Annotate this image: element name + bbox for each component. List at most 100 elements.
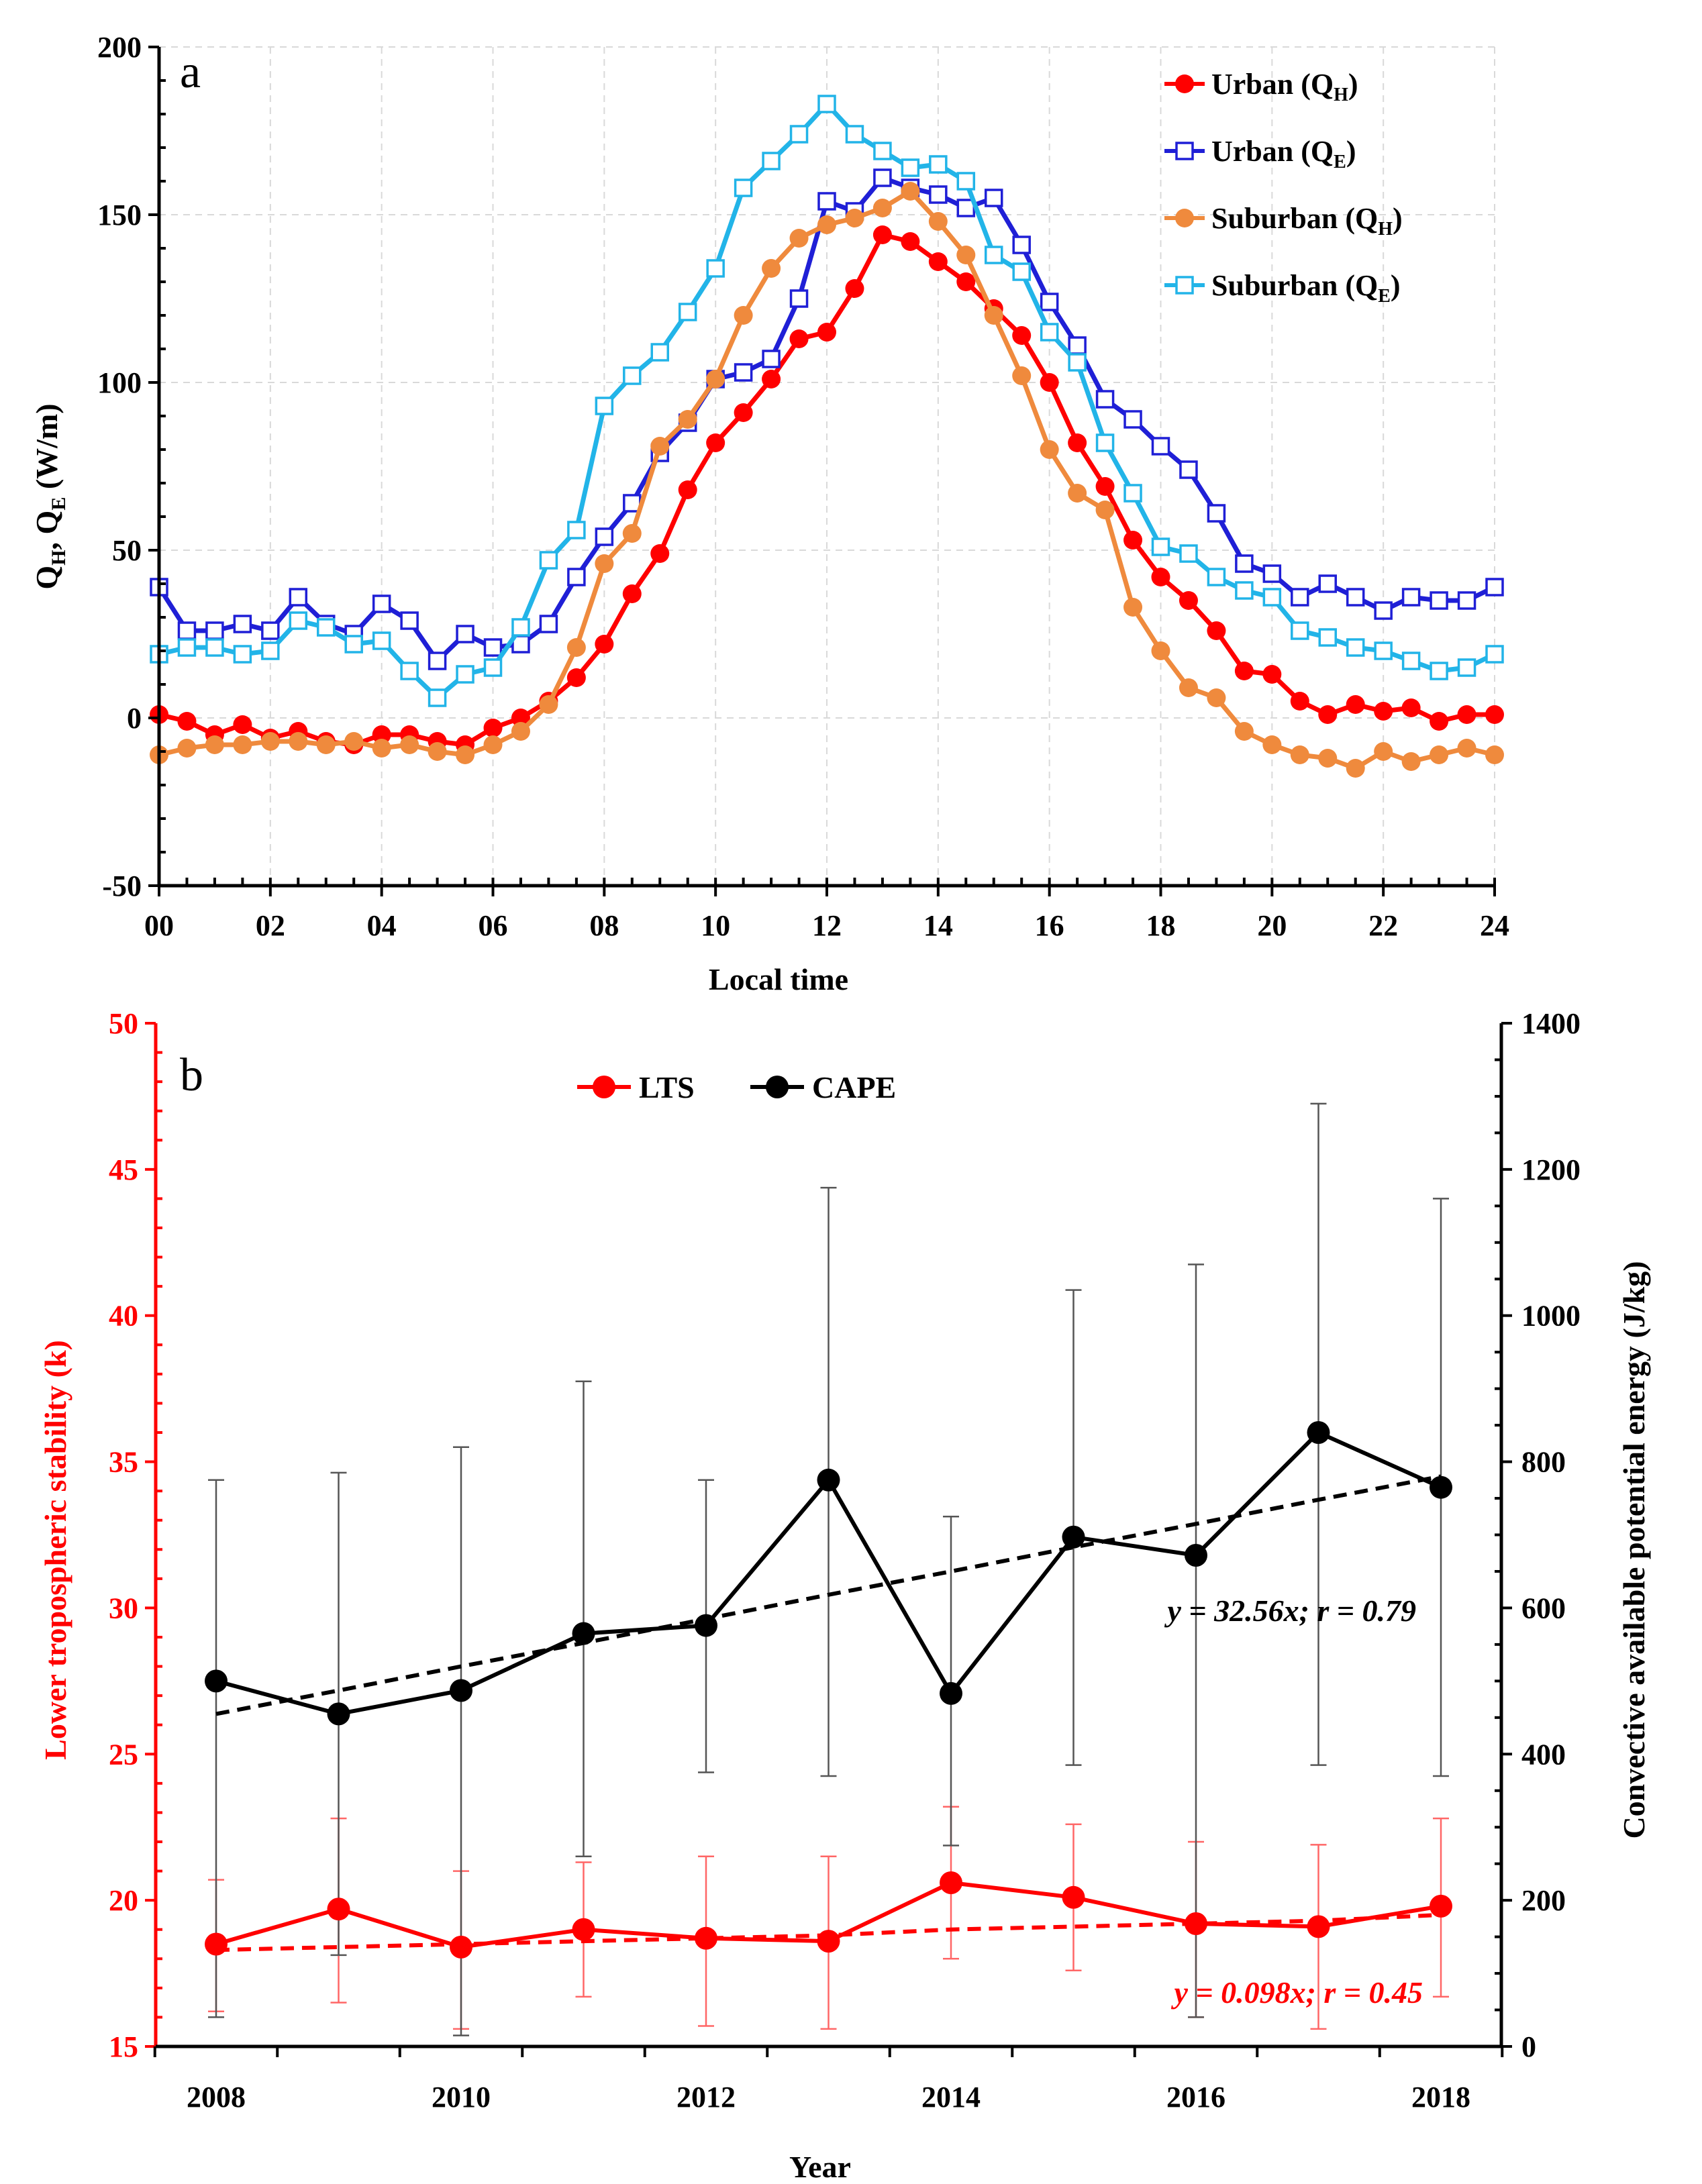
point-urban-qh-22 — [762, 370, 781, 388]
point-urban-qe-42 — [1318, 574, 1337, 593]
point-urban-qh-44 — [1374, 702, 1393, 721]
point-urban-qh-24 — [817, 323, 836, 342]
panel-a-letter: a — [180, 46, 201, 98]
legend-marker-cape — [766, 1076, 789, 1098]
y-tick-label-0: 0 — [127, 702, 142, 735]
point-urban-qe-9 — [400, 611, 419, 630]
point-suburban-qh-37 — [1179, 678, 1198, 697]
point-urban-qh-25 — [845, 279, 864, 298]
x-tick-label-2010: 2010 — [432, 2081, 491, 2114]
point-cape-2017 — [1307, 1421, 1330, 1444]
left-y-tick-label-15: 15 — [109, 2030, 138, 2063]
point-urban-qh-19 — [678, 480, 697, 499]
panel-b-legend: LTS CAPE — [577, 1070, 896, 1104]
x-tick-label-04: 04 — [367, 909, 397, 942]
left-y-tick-label-20: 20 — [109, 1884, 138, 1917]
point-urban-qh-45 — [1401, 698, 1421, 717]
right-y-tick-label-800: 800 — [1521, 1446, 1566, 1479]
point-urban-qh-1 — [177, 712, 197, 731]
legend-label-cape: CAPE — [812, 1070, 896, 1104]
y-tick-label-50: 50 — [112, 534, 142, 567]
right-y-tick-label-1000: 1000 — [1521, 1300, 1581, 1333]
panel-b-fit-labels: y = 0.098x; r = 0.45 y = 32.56x; r = 0.79 — [1164, 1594, 1423, 2010]
panel-b-tick-labels: 15 20 25 30 35 40 45 50 0 200 400 600 800 1000 1200 140… — [109, 1007, 1581, 2114]
point-suburban-qh-23 — [789, 229, 809, 248]
point-suburban-qe-14 — [539, 551, 558, 570]
left-y-tick-label-35: 35 — [109, 1446, 138, 1479]
point-suburban-qe-34 — [1095, 433, 1115, 452]
point-suburban-qe-22 — [762, 152, 781, 170]
point-suburban-qe-39 — [1235, 581, 1254, 600]
point-lts-2018 — [1430, 1894, 1452, 1918]
point-suburban-qh-26 — [872, 199, 892, 217]
point-suburban-qh-46 — [1430, 745, 1449, 764]
point-cape-2012 — [695, 1614, 717, 1637]
x-tick-label-20: 20 — [1257, 909, 1287, 942]
legend-label-lts: LTS — [639, 1070, 695, 1104]
point-urban-qh-34 — [1095, 477, 1115, 496]
point-suburban-qh-5 — [289, 732, 308, 751]
point-suburban-qh-29 — [956, 246, 976, 264]
point-cape-2018 — [1430, 1475, 1452, 1499]
point-urban-qe-48 — [1485, 578, 1504, 596]
point-urban-qh-29 — [956, 272, 976, 291]
point-lts-2009 — [327, 1897, 350, 1921]
point-suburban-qh-4 — [260, 732, 280, 751]
point-urban-qe-39 — [1235, 554, 1254, 573]
point-cape-2014 — [940, 1681, 962, 1705]
panel-a-chart: -50 0 50 100 150 200 00 02 04 06 08 10 12 14 16 18 20 22 2… — [30, 31, 1509, 996]
point-suburban-qe-41 — [1291, 621, 1309, 640]
point-suburban-qe-6 — [317, 618, 336, 637]
point-urban-qe-26 — [873, 168, 892, 187]
point-suburban-qh-3 — [233, 735, 252, 754]
point-suburban-qh-10 — [428, 742, 447, 761]
panel-a-y-axis-title: QH, QE (W/m) — [30, 403, 70, 589]
point-suburban-qh-25 — [845, 209, 864, 227]
point-suburban-qh-13 — [511, 722, 530, 741]
panel-b-axes — [145, 1022, 1512, 2057]
point-cape-2016 — [1185, 1544, 1207, 1567]
point-urban-qe-4 — [261, 621, 280, 640]
point-urban-qh-42 — [1318, 705, 1338, 724]
point-suburban-qh-15 — [566, 638, 586, 657]
point-suburban-qe-20 — [706, 259, 725, 278]
panel-a-tick-labels: -50 0 50 100 150 200 00 02 04 06 08 10 12 14 16 18 20 22 2… — [97, 31, 1509, 942]
point-suburban-qh-17 — [622, 524, 642, 543]
legend-label-urban-qh: Urban (QH) — [1211, 68, 1358, 105]
point-suburban-qe-30 — [985, 246, 1003, 264]
point-urban-qh-38 — [1207, 621, 1226, 640]
point-urban-qh-39 — [1234, 662, 1254, 680]
point-suburban-qe-10 — [428, 688, 447, 707]
point-suburban-qe-11 — [456, 665, 474, 684]
left-y-tick-label-25: 25 — [109, 1738, 138, 1771]
x-tick-label-10: 10 — [701, 909, 730, 942]
panel-b-x-axis-title: Year — [789, 2150, 851, 2184]
point-suburban-qe-5 — [289, 611, 308, 630]
point-suburban-qh-27 — [901, 182, 920, 201]
point-urban-qe-46 — [1430, 591, 1448, 610]
panel-a-series — [150, 95, 1504, 778]
point-cape-2009 — [327, 1702, 350, 1726]
point-suburban-qh-2 — [205, 735, 224, 754]
point-urban-qh-36 — [1151, 568, 1170, 586]
point-suburban-qe-26 — [873, 142, 892, 160]
x-tick-label-08: 08 — [589, 909, 619, 942]
point-suburban-qe-1 — [177, 638, 197, 657]
legend-marker-suburban-qh — [1175, 209, 1194, 227]
point-suburban-qh-30 — [984, 306, 1003, 325]
point-urban-qe-24 — [817, 192, 836, 211]
y-tick-label--50: -50 — [102, 870, 142, 902]
point-lts-2013 — [817, 1930, 840, 1953]
point-urban-qh-12 — [483, 719, 503, 737]
point-urban-qh-8 — [372, 725, 391, 744]
point-suburban-qe-42 — [1318, 628, 1337, 647]
point-cape-2010 — [450, 1679, 472, 1702]
point-suburban-qe-8 — [372, 631, 391, 650]
point-suburban-qe-32 — [1040, 323, 1059, 342]
left-y-tick-label-30: 30 — [109, 1592, 138, 1624]
panel-b-letter: b — [180, 1049, 203, 1101]
point-suburban-qh-1 — [177, 739, 197, 758]
legend-marker-suburban-qe — [1175, 276, 1194, 295]
point-urban-qh-16 — [595, 635, 614, 654]
